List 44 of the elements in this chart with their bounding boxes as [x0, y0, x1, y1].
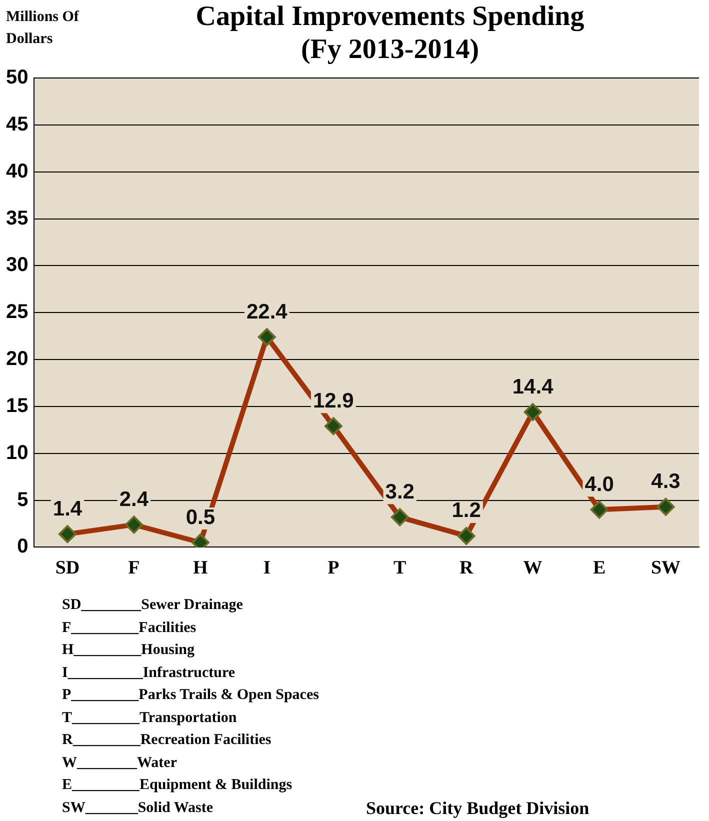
chart-title: Capital Improvements Spending (Fy 2013-2014)	[194, 0, 586, 66]
x-tick-label: W	[523, 558, 542, 579]
text: SD________Sewer Drainage	[62, 596, 244, 615]
text: R_________Recreation Facilities	[62, 731, 272, 750]
y-tick-label: 20	[6, 348, 28, 370]
text: 4.3	[651, 470, 680, 494]
text: E_________Equipment & Buildings	[62, 776, 294, 795]
text: W________Water	[62, 754, 178, 772]
source-note: Source: City Budget Division	[366, 798, 590, 819]
text: SW_______Solid Waste	[62, 798, 214, 818]
text: 3.2	[385, 480, 414, 504]
x-tick-label: E	[592, 558, 606, 579]
x-tick-label: I	[263, 558, 271, 579]
x-tick-label: F	[128, 558, 140, 579]
text: P_________Parks Trails & Open Spaces	[62, 686, 319, 705]
y-tick-label: 15	[6, 394, 28, 417]
y-tick-label: 40	[6, 160, 28, 182]
x-tick-label: SW	[650, 558, 681, 579]
text: 1.4	[52, 497, 82, 520]
x-tick-label: H	[193, 558, 208, 579]
y-tick-label: 25	[6, 301, 28, 324]
text: T_________Transportation	[62, 708, 238, 728]
y-tick-label: 0	[17, 536, 28, 558]
text: 14.4	[512, 375, 554, 398]
y-tick-label: 50	[6, 66, 28, 89]
text: 12.9	[312, 389, 354, 412]
text: 0.5	[186, 506, 216, 529]
y-tick-label: 35	[6, 207, 28, 230]
text: 22.4	[246, 300, 288, 324]
x-tick-label: T	[394, 558, 407, 579]
text: I__________Infrastructure	[62, 664, 236, 682]
y-tick-label: 45	[6, 113, 28, 136]
text: H_________Housing	[62, 641, 196, 660]
y-tick-label: 30	[6, 254, 28, 276]
x-tick-label: SD	[55, 558, 80, 579]
text: 2.4	[119, 488, 149, 511]
y-tick-label: 10	[6, 442, 28, 464]
y-axis-title: Millions Of Dollars	[6, 8, 80, 49]
y-tick-label: 5	[17, 488, 28, 511]
x-tick-label: R	[459, 558, 474, 579]
text: 4.0	[584, 472, 614, 496]
text: F_________Facilities	[62, 618, 198, 638]
x-tick-label: P	[328, 558, 340, 579]
text: 1.2	[452, 499, 481, 522]
